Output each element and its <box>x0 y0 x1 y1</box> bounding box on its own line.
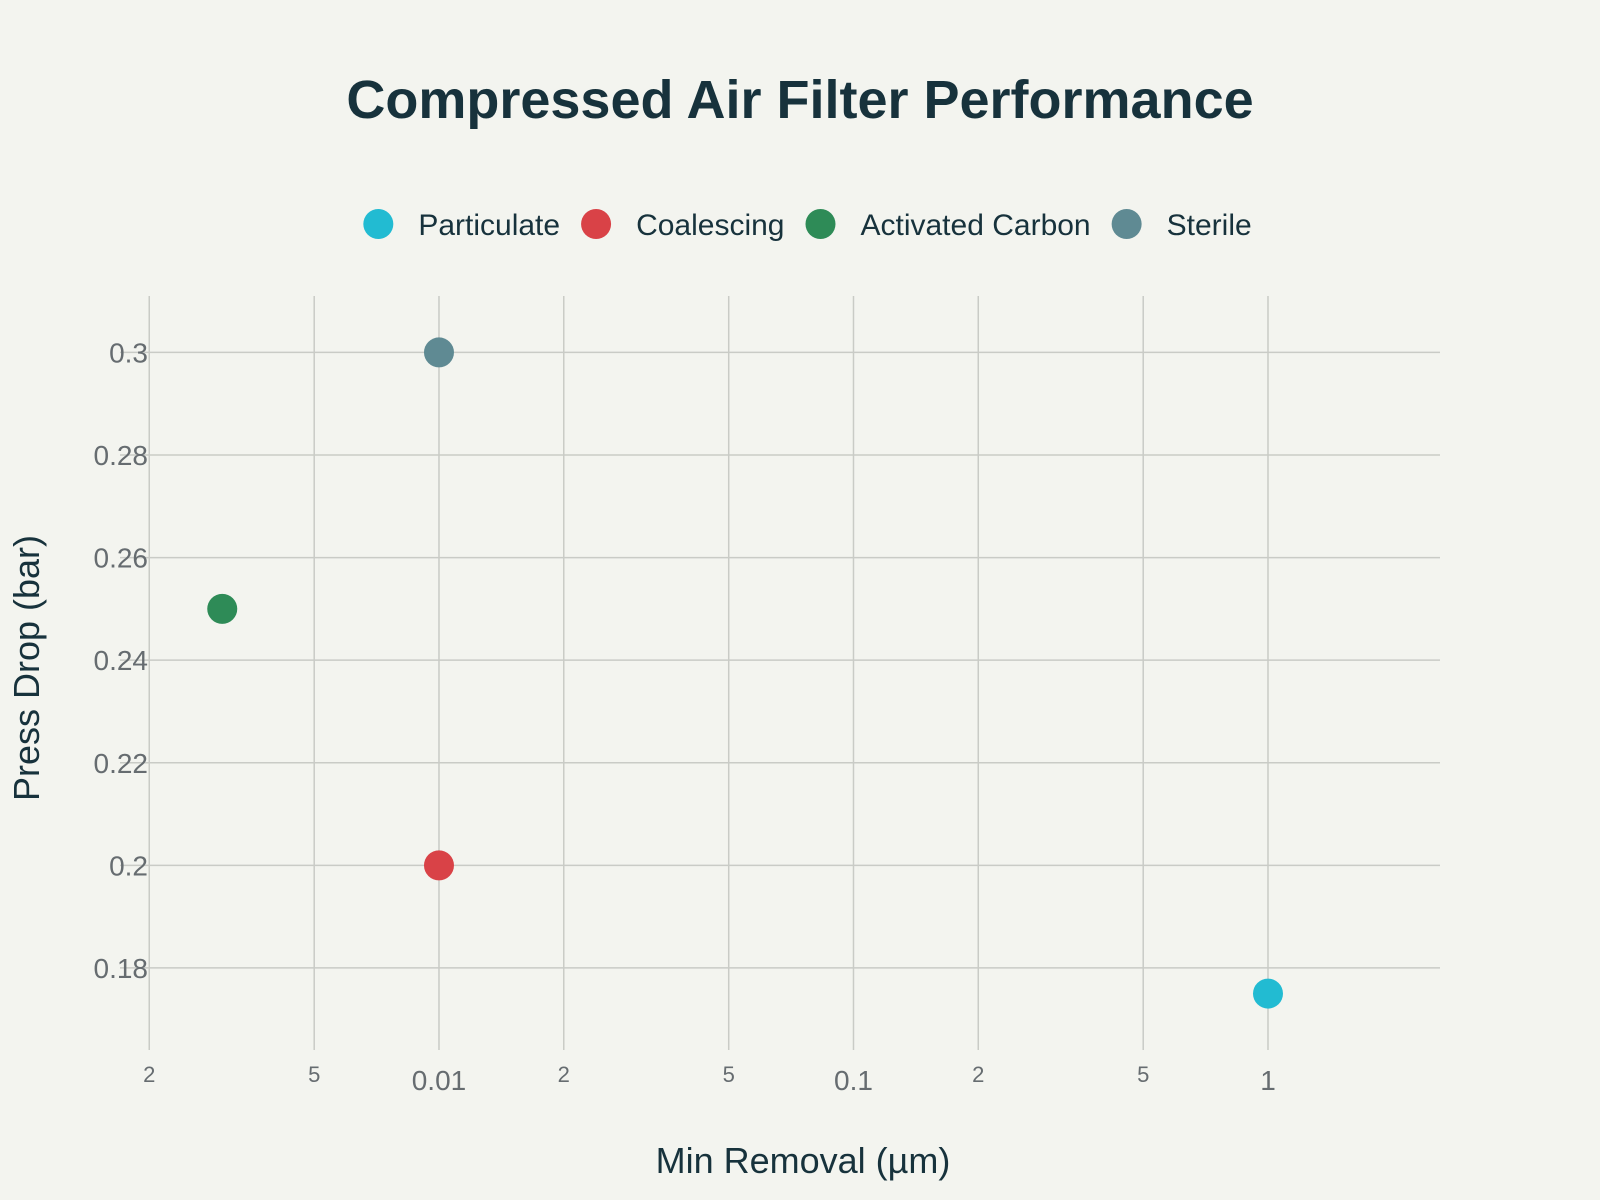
legend-label: Activated Carbon <box>860 209 1090 242</box>
plot-grid <box>120 296 1440 1050</box>
legend-marker-icon <box>1111 209 1142 239</box>
data-point-sterile <box>423 337 454 368</box>
x-tick-label: 5 <box>308 1062 320 1087</box>
x-tick-label: 0.1 <box>834 1065 873 1096</box>
legend-marker-icon <box>363 209 394 239</box>
data-point-coalescing <box>423 850 454 881</box>
legend-label: Particulate <box>418 209 560 242</box>
x-tick-label: 2 <box>972 1062 984 1087</box>
x-tick-label: 2 <box>143 1062 155 1087</box>
y-tick-label: 0.3 <box>109 337 148 368</box>
data-point-particulate <box>1252 978 1283 1009</box>
y-tick-label: 0.22 <box>94 748 149 779</box>
chart-title: Compressed Air Filter Performance <box>346 70 1253 130</box>
legend-marker-icon <box>805 209 836 239</box>
x-axis-ticks: 2 5 0.01 2 5 0.1 2 5 1 <box>143 1062 1276 1096</box>
legend-label: Sterile <box>1167 209 1252 242</box>
chart-legend[interactable]: Particulate Coalescing Activated Carbon Ste… <box>363 209 1252 242</box>
legend-item-sterile[interactable]: Sterile <box>1111 209 1252 242</box>
y-tick-label: 0.18 <box>94 953 149 984</box>
legend-label: Coalescing <box>636 209 784 242</box>
y-tick-label: 0.26 <box>94 543 149 574</box>
data-point-activated-carbon <box>207 593 238 624</box>
data-points <box>207 337 1283 1009</box>
y-tick-label: 0.24 <box>94 645 149 676</box>
y-tick-label: 0.2 <box>109 850 148 881</box>
y-axis-title: Press Drop (bar) <box>6 535 47 801</box>
x-tick-label: 1 <box>1260 1065 1276 1096</box>
x-tick-label: 5 <box>723 1062 735 1087</box>
x-tick-label: 0.01 <box>412 1065 467 1096</box>
x-axis-title: Min Removal (µm) <box>656 1140 951 1181</box>
y-tick-label: 0.28 <box>94 440 149 471</box>
legend-item-particulate[interactable]: Particulate <box>363 209 560 242</box>
x-tick-label: 5 <box>1137 1062 1149 1087</box>
legend-item-coalescing[interactable]: Coalescing <box>581 209 784 242</box>
legend-item-activated-carbon[interactable]: Activated Carbon <box>805 209 1091 242</box>
legend-marker-icon <box>581 209 612 239</box>
y-axis-ticks: 0.18 0.2 0.22 0.24 0.26 0.28 0.3 <box>94 337 149 984</box>
x-tick-label: 2 <box>558 1062 570 1087</box>
